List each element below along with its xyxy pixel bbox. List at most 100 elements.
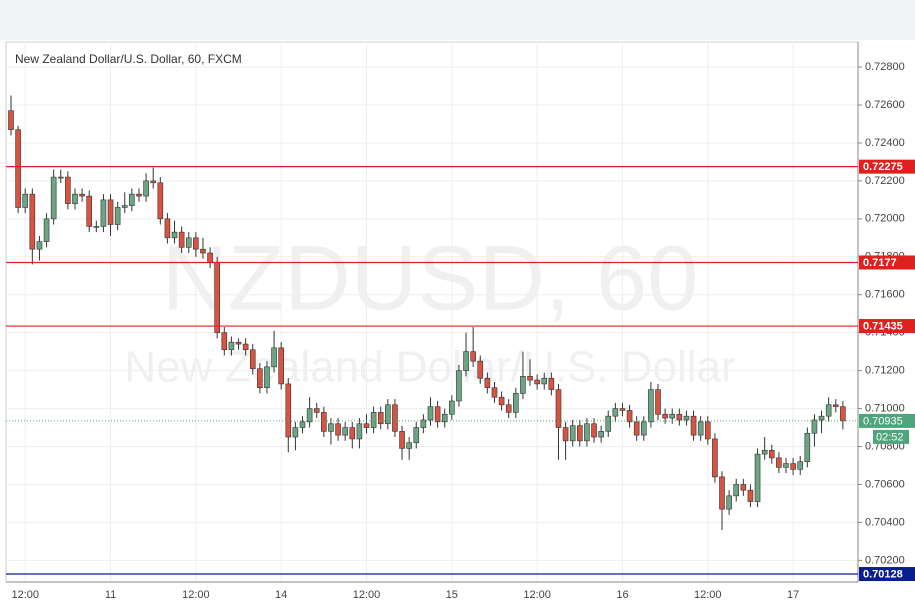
candle-body	[761, 450, 768, 455]
candle-body	[662, 413, 668, 419]
candle-body	[619, 408, 626, 411]
y-tick-label: 0.71000	[865, 402, 905, 414]
candle-body	[591, 423, 597, 438]
chart-title: New Zealand Dollar/U.S. Dollar, 60, FXCM	[15, 52, 242, 66]
candle-body	[754, 453, 761, 502]
candle-body	[257, 368, 263, 389]
x-tick-label: 14	[275, 589, 287, 601]
candle-body	[712, 438, 718, 478]
y-tick-label: 0.70200	[865, 554, 905, 566]
y-tick-label: 0.72400	[865, 137, 905, 149]
countdown: 02:52	[876, 431, 904, 443]
y-tick-label: 0.71600	[865, 289, 905, 301]
candle-body	[790, 463, 796, 470]
candle-body	[164, 218, 171, 239]
candle-body	[740, 484, 747, 491]
candle-body	[818, 415, 825, 421]
x-tick-label: 12:00	[694, 589, 722, 601]
y-tick-label: 0.72800	[865, 61, 905, 73]
candle-body	[321, 412, 327, 432]
candle-body	[171, 231, 178, 239]
candle-body	[313, 408, 320, 413]
candle-body	[719, 476, 725, 510]
y-tick-label: 0.70400	[865, 516, 905, 528]
candle-body	[93, 226, 100, 228]
candle-body	[278, 347, 284, 385]
level-label-bg	[859, 567, 915, 582]
y-tick-label: 0.72000	[865, 213, 905, 225]
candle-body	[704, 421, 711, 440]
candle-body	[342, 427, 348, 436]
candle-body	[655, 389, 661, 415]
watermark: NZDUSD, 60	[162, 227, 699, 329]
candle-body	[129, 193, 135, 206]
candle-body	[370, 412, 377, 428]
candle-body	[456, 370, 462, 402]
candle-body	[385, 404, 391, 425]
candle-body	[562, 427, 569, 442]
candle-body	[264, 366, 270, 389]
y-tick-label: 0.71200	[865, 365, 905, 377]
candle-body	[57, 176, 64, 179]
candle-body	[498, 396, 505, 406]
candle-body	[107, 199, 114, 225]
countdown-bg	[873, 429, 909, 444]
candle-body	[541, 377, 548, 385]
candle-body	[200, 248, 206, 254]
candle-body	[441, 413, 448, 423]
candle-body	[690, 415, 697, 436]
candle-body	[669, 413, 676, 419]
candle-body	[306, 408, 313, 423]
top-bar	[0, 0, 915, 40]
x-tick-label: 11	[105, 589, 116, 601]
candle-body	[697, 421, 704, 436]
watermark-subtitle: New Zealand Dollar/U.S. Dollar	[124, 343, 735, 392]
candle-body	[576, 425, 583, 442]
candle-body	[235, 341, 242, 345]
candle-body	[392, 404, 398, 432]
candle-body	[221, 332, 228, 351]
candle-body	[520, 376, 526, 394]
candle-body	[513, 393, 519, 413]
level-label-bg	[859, 319, 915, 334]
candle-body	[683, 415, 690, 421]
x-tick-label: 12:00	[523, 589, 551, 601]
candle-body	[840, 406, 846, 422]
candle-body	[377, 412, 384, 425]
last-price-label: 0.70935	[863, 415, 903, 427]
candle-body	[399, 431, 405, 449]
candle-body	[434, 406, 441, 423]
candle-body	[825, 404, 832, 417]
candle-body	[598, 431, 604, 438]
candle-body	[477, 360, 484, 379]
candle-body	[484, 377, 491, 389]
x-tick-label: 12:00	[182, 589, 210, 601]
x-tick-label: 15	[446, 589, 458, 601]
plot-area	[5, 41, 859, 583]
candle-body	[285, 383, 292, 438]
candle-body	[420, 419, 427, 428]
candle-body	[733, 484, 740, 497]
level-label: 0.72275	[863, 161, 903, 173]
x-tick-label: 16	[616, 589, 628, 601]
candle-body	[114, 207, 121, 225]
candle-body	[185, 237, 192, 248]
candle-body	[136, 193, 142, 197]
overlay: 0.72275 0.7177 0.71435 0.70128 0.70935 02:52	[6, 159, 915, 582]
candle-body	[271, 347, 277, 368]
candle-body	[505, 404, 512, 413]
candle-body	[832, 404, 839, 407]
candle-body	[43, 218, 50, 242]
candle-body	[178, 231, 185, 248]
candle-body	[79, 193, 85, 197]
candle-body	[747, 489, 754, 502]
candle-body	[527, 376, 533, 381]
level-label-bg	[859, 255, 915, 270]
candle-body	[121, 205, 128, 208]
candle-body	[406, 442, 412, 449]
last-price-bg	[859, 413, 915, 428]
x-tick-label: 12:00	[353, 589, 381, 601]
candle-body	[143, 180, 149, 197]
candle-body	[605, 415, 612, 432]
